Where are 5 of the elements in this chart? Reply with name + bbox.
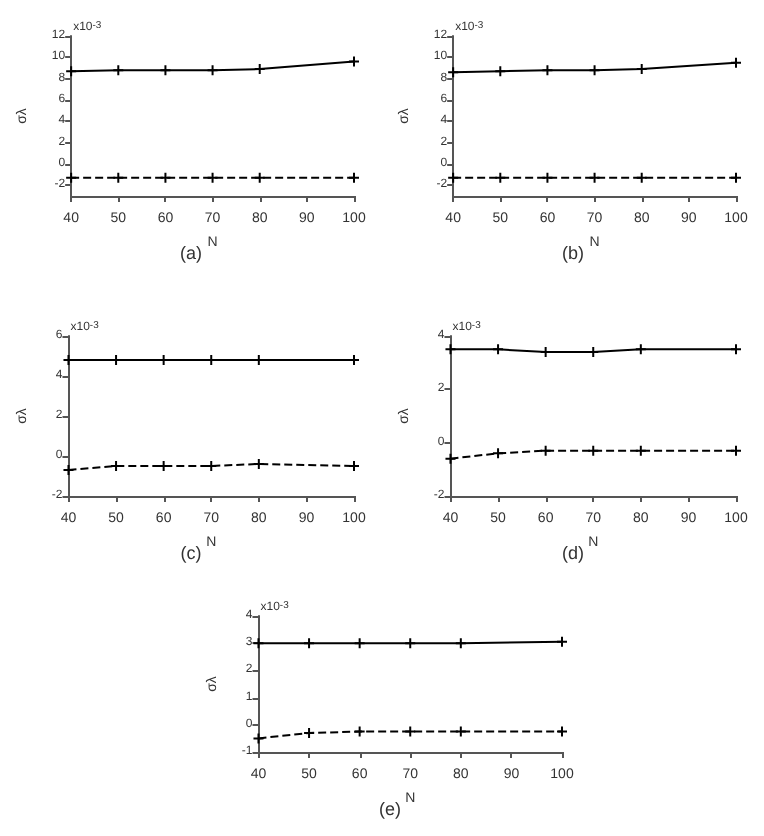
text: (b) (562, 243, 584, 263)
text: (a) (180, 243, 202, 263)
text: (c) (180, 543, 202, 563)
text: (e) (379, 799, 401, 819)
text: (d) (562, 543, 584, 563)
